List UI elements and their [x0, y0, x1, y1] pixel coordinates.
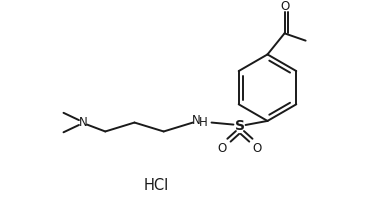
Text: O: O — [218, 142, 227, 155]
Text: H: H — [199, 116, 208, 129]
Text: O: O — [281, 0, 290, 14]
Text: N: N — [192, 114, 200, 127]
Text: N: N — [79, 116, 88, 129]
Text: O: O — [253, 142, 262, 155]
Text: HCl: HCl — [144, 177, 168, 192]
Text: S: S — [235, 119, 245, 133]
